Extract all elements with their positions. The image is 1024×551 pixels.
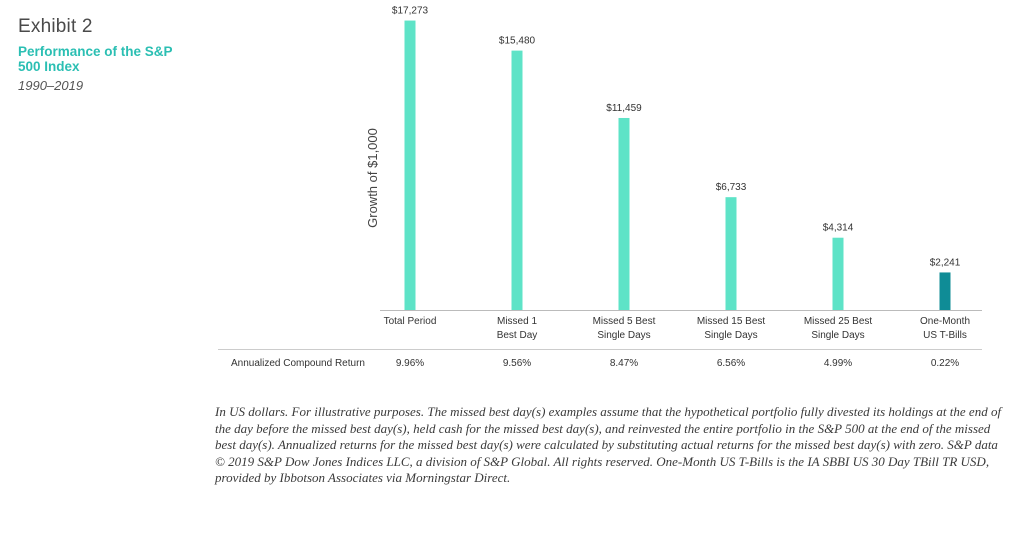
bar-3 xyxy=(618,117,630,311)
bar-2 xyxy=(511,50,523,310)
value-label-2: $15,480 xyxy=(499,36,536,47)
bar-6 xyxy=(939,272,951,310)
category-label-4-line-2: Single Days xyxy=(704,330,757,341)
value-label-1: $17,273 xyxy=(392,6,429,17)
return-value-5: 4.99% xyxy=(824,358,852,369)
category-label-2-line-1: Missed 1 xyxy=(497,316,537,327)
category-label-5-line-1: Missed 25 Best xyxy=(804,316,873,327)
return-value-1: 9.96% xyxy=(396,358,424,369)
category-label-5-line-2: Single Days xyxy=(811,330,864,341)
category-label-4-line-1: Missed 15 Best xyxy=(697,316,766,327)
return-value-4: 6.56% xyxy=(717,358,745,369)
return-value-6: 0.22% xyxy=(931,358,959,369)
footnote: In US dollars. For illustrative purposes… xyxy=(215,404,1002,485)
bar-5 xyxy=(832,237,844,310)
category-label-2-line-2: Best Day xyxy=(497,330,538,341)
category-label-3-line-2: Single Days xyxy=(597,330,650,341)
value-label-6: $2,241 xyxy=(930,257,961,268)
value-label-3: $11,459 xyxy=(606,103,642,114)
chart-subtitle: Performance of the S&P 500 Index xyxy=(18,44,173,74)
return-value-2: 9.56% xyxy=(503,358,531,369)
y-axis-label: Growth of $1,000 xyxy=(365,128,380,228)
category-label-6-line-2: US T-Bills xyxy=(923,330,967,341)
bar-1 xyxy=(404,20,416,310)
value-label-5: $4,314 xyxy=(823,223,854,234)
period-label: 1990–2019 xyxy=(18,78,84,93)
returns-row-label: Annualized Compound Return xyxy=(231,358,365,369)
chart-area: Growth of $1,000 $17,273 $15,480 $11,459 $6,… xyxy=(218,6,982,369)
category-label-1-line-1: Total Period xyxy=(384,316,437,327)
category-label-3-line-1: Missed 5 Best xyxy=(593,316,656,327)
bar-4 xyxy=(725,197,737,310)
exhibit-label: Exhibit 2 xyxy=(18,16,93,37)
value-label-4: $6,733 xyxy=(716,182,747,193)
category-label-6-line-1: One-Month xyxy=(920,316,970,327)
return-value-3: 8.47% xyxy=(610,358,638,369)
